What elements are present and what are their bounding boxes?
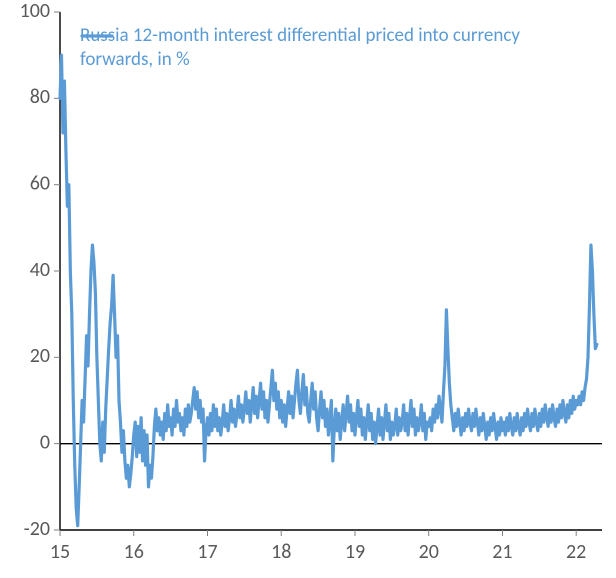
chart-svg: -20 0 20 40 60 80 100 15 16 17 18 19 20 21 22 [0, 0, 616, 578]
svg-text:19: 19 [345, 540, 365, 564]
svg-text:15: 15 [50, 540, 70, 564]
svg-text:40: 40 [30, 258, 50, 282]
legend-text: Russia 12-month interest differential pr… [80, 24, 520, 72]
svg-text:-20: -20 [24, 517, 50, 541]
svg-text:60: 60 [30, 171, 50, 195]
svg-text:18: 18 [271, 540, 291, 564]
svg-text:16: 16 [124, 540, 144, 564]
legend: Russia 12-month interest differential pr… [80, 24, 520, 72]
svg-text:80: 80 [30, 85, 50, 109]
svg-text:100: 100 [20, 0, 50, 23]
svg-text:20: 20 [419, 540, 439, 564]
svg-text:17: 17 [197, 540, 217, 564]
svg-text:22: 22 [566, 540, 586, 564]
svg-text:0: 0 [40, 430, 50, 454]
svg-text:20: 20 [30, 344, 50, 368]
svg-text:21: 21 [492, 540, 512, 564]
chart-container: -20 0 20 40 60 80 100 15 16 17 18 19 20 21 22 Russia 1… [0, 0, 616, 578]
legend-line-icon [80, 24, 118, 48]
